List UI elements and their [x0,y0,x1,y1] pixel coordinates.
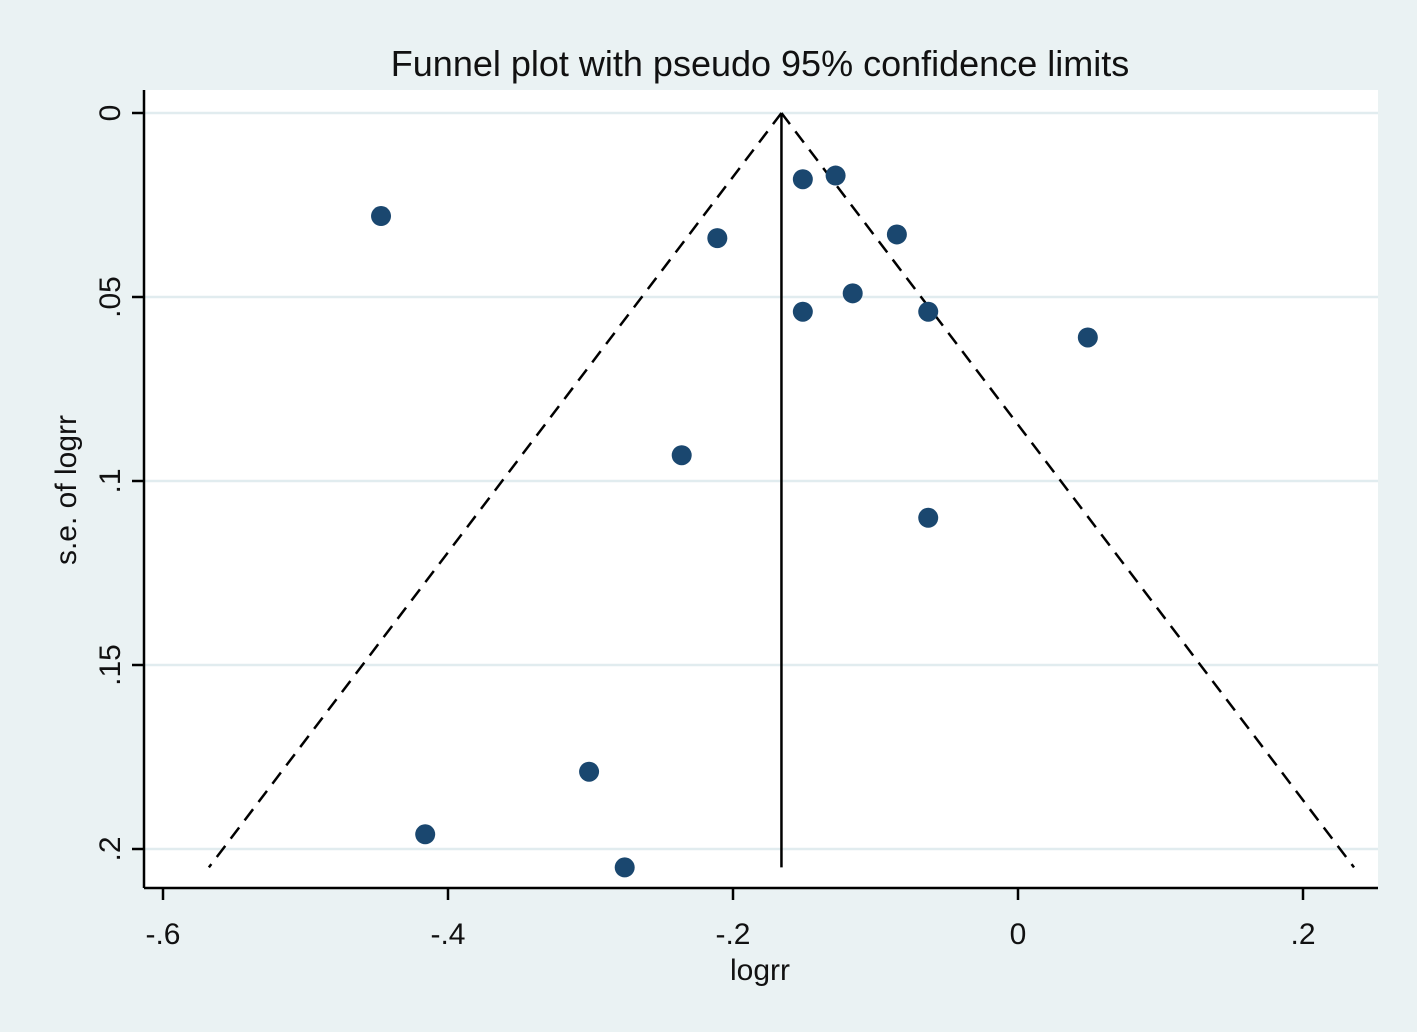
data-point [792,169,813,190]
x-tick-label: 0 [1010,918,1027,951]
x-axis-label: logrr [730,954,790,987]
funnel-lines [207,112,1356,869]
y-tick-label: .2 [94,836,127,861]
x-tick-label: -.6 [145,918,180,951]
chart-title: Funnel plot with pseudo 95% confidence l… [391,43,1129,84]
data-point [371,206,392,227]
data-point [671,445,692,466]
data-point [415,824,436,845]
x-tick-label: -.2 [715,918,750,951]
axes: -.6 -.4 -.2 0 .2 0 .05 .1 .15 .2 [94,90,1378,951]
x-tick-label: .2 [1290,918,1315,951]
data-point [614,857,635,878]
data-point [918,507,939,528]
data-point [918,301,939,322]
y-tick-label: .05 [94,276,127,318]
lower-confidence-limit-line [207,112,783,869]
grid-lines [144,111,1378,851]
data-point [1077,327,1098,348]
plot-area [144,90,1378,888]
data-point [579,761,600,782]
x-tick-label: -.4 [430,918,465,951]
data-point [825,165,846,186]
data-point [792,301,813,322]
upper-confidence-limit-line [780,112,1356,869]
y-tick-label: .15 [94,644,127,686]
y-tick-label: .1 [94,468,127,493]
y-tick-label: 0 [94,105,127,122]
data-point [886,224,907,245]
data-point [842,283,863,304]
data-points [371,165,1098,878]
y-axis-label: s.e. of logrr [50,415,83,565]
data-point [707,228,728,249]
